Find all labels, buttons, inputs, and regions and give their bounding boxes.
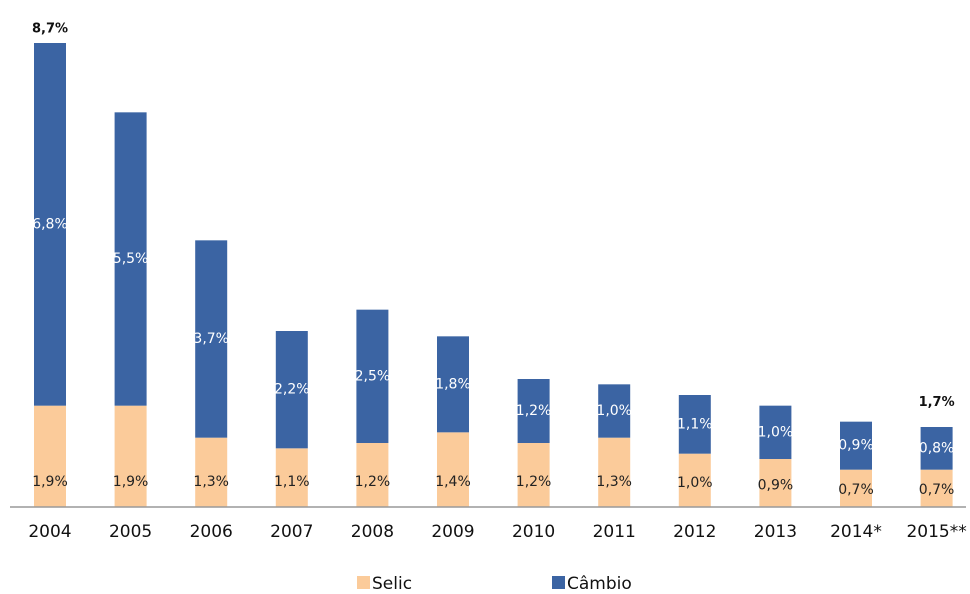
- value-label: 1,2%: [516, 474, 552, 490]
- bar-segment: [195, 437, 228, 507]
- x-tick-label: 2012: [673, 522, 716, 542]
- x-tick-label: 2010: [512, 522, 555, 542]
- value-label: 1,1%: [274, 474, 310, 490]
- bar-segment: [598, 437, 631, 507]
- value-label: 6,8%: [32, 216, 68, 232]
- bar-segment: [114, 405, 147, 507]
- value-label: 0,8%: [919, 440, 955, 456]
- bar-segment: [356, 309, 389, 443]
- legend-swatch: [552, 576, 565, 589]
- bar-segment: [678, 453, 711, 507]
- value-label: 5,5%: [113, 251, 149, 267]
- bar-segment: [195, 240, 228, 438]
- value-label: 0,7%: [838, 482, 874, 498]
- value-label: 1,2%: [355, 474, 391, 490]
- value-label: 1,2%: [516, 403, 552, 419]
- x-tick-label: 2014*: [830, 522, 882, 542]
- bar-segment: [920, 469, 953, 507]
- value-label: 2,5%: [355, 368, 391, 384]
- value-label: 3,7%: [193, 331, 229, 347]
- value-label: 1,0%: [596, 403, 632, 419]
- x-tick-label: 2009: [431, 522, 474, 542]
- bar-segment: [517, 443, 550, 507]
- x-tick-label: 2004: [28, 522, 71, 542]
- bar-segment: [114, 112, 147, 406]
- value-label: 1,3%: [193, 474, 229, 490]
- total-label: 1,7%: [919, 395, 955, 410]
- bar-segment: [356, 443, 389, 507]
- value-label: 1,0%: [677, 475, 713, 491]
- legend-label: Selic: [372, 574, 412, 594]
- bar-segment: [517, 379, 550, 443]
- x-tick-label: 2005: [109, 522, 152, 542]
- bar-segment: [34, 405, 66, 507]
- bar-segment: [34, 43, 66, 406]
- value-label: 2,2%: [274, 382, 310, 398]
- value-label: 1,4%: [435, 474, 471, 490]
- x-tick-label: 2011: [593, 522, 636, 542]
- x-tick-label: 2013: [754, 522, 797, 542]
- x-tick-label: 2006: [190, 522, 233, 542]
- bar-segment: [275, 448, 308, 507]
- bar-segment: [759, 405, 792, 459]
- bar-segment: [598, 384, 631, 438]
- value-label: 0,9%: [758, 477, 794, 493]
- bar-segment: [840, 421, 872, 470]
- legend-label: Câmbio: [567, 574, 632, 594]
- value-label: 1,8%: [435, 376, 471, 392]
- total-label: 8,7%: [32, 22, 68, 37]
- x-tick-label: 2015**: [906, 522, 966, 542]
- bar-segment: [275, 331, 308, 449]
- bar-segment: [840, 469, 872, 507]
- bar-segment: [678, 395, 711, 454]
- bar-segment: [920, 427, 953, 470]
- value-label: 1,9%: [113, 474, 149, 490]
- x-tick-label: 2007: [270, 522, 313, 542]
- legend-swatch: [357, 576, 370, 589]
- value-label: 1,9%: [32, 474, 68, 490]
- value-label: 0,9%: [838, 438, 874, 454]
- bar-segment: [759, 459, 792, 507]
- value-label: 1,1%: [677, 416, 713, 432]
- value-label: 1,0%: [758, 424, 794, 440]
- value-label: 0,7%: [919, 482, 955, 498]
- bar-segment: [437, 336, 469, 433]
- bar-segment: [437, 432, 469, 507]
- value-label: 1,3%: [596, 474, 632, 490]
- x-tick-label: 2008: [351, 522, 394, 542]
